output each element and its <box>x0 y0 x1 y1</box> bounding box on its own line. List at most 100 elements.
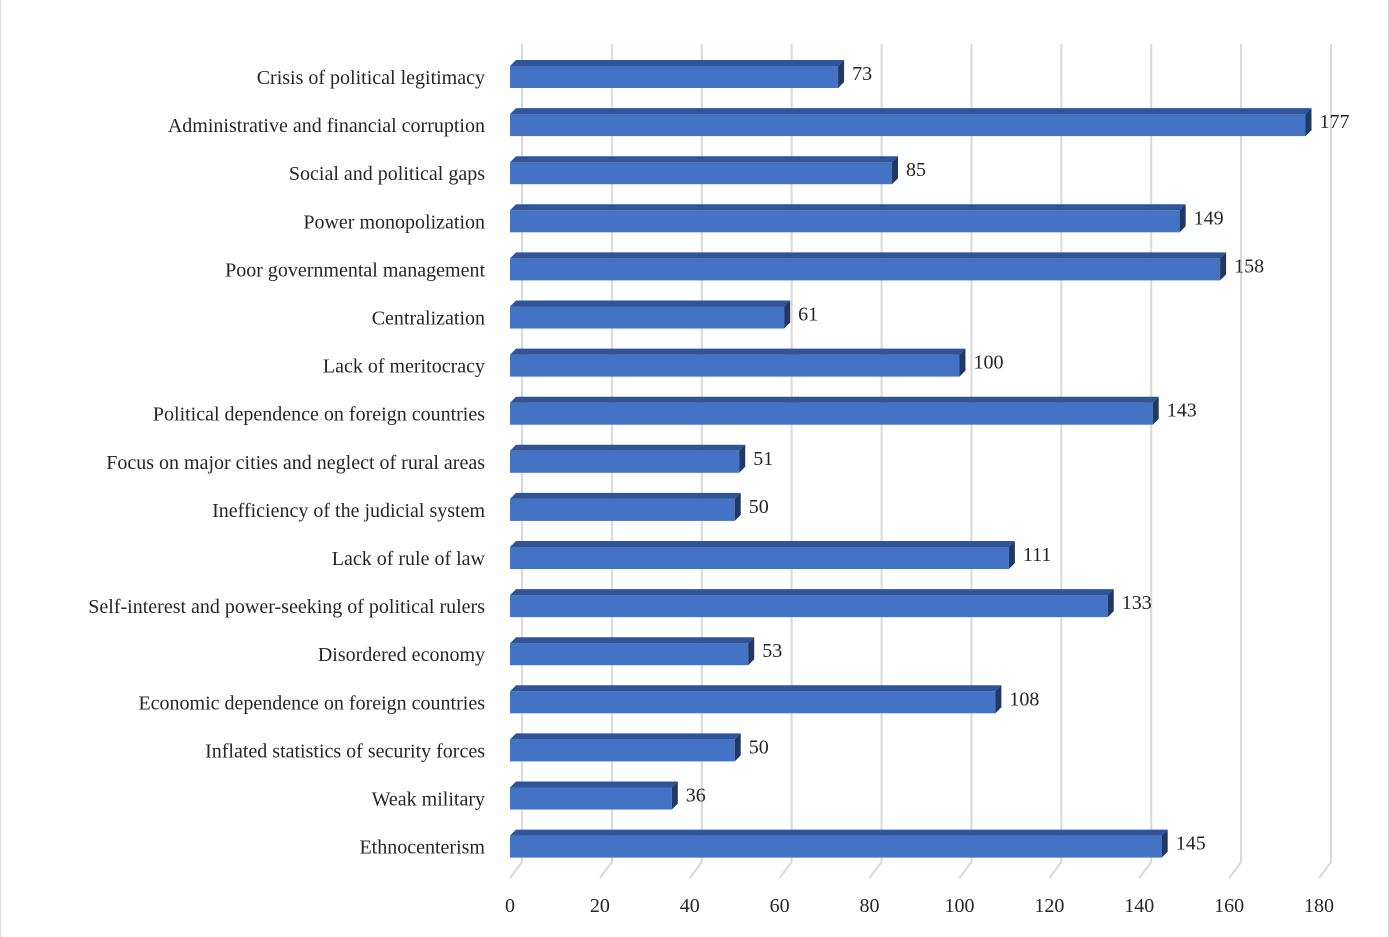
data-label: 51 <box>753 448 773 470</box>
bar <box>510 450 740 473</box>
data-label: 143 <box>1167 400 1197 422</box>
bars <box>510 60 1312 858</box>
data-label: 133 <box>1122 592 1152 614</box>
data-label: 50 <box>749 736 769 758</box>
bar-side-face <box>1220 252 1227 281</box>
category-label: Political dependence on foreign countrie… <box>153 404 485 426</box>
data-label: 177 <box>1320 111 1350 133</box>
data-label: 85 <box>906 159 926 181</box>
data-labels: 73 177 85 149 158 61 100 143 51 50 111 133 53 108 50 36… <box>686 63 1350 855</box>
bar <box>510 162 893 185</box>
category-labels: Crisis of political legitimacy Administra… <box>88 67 485 859</box>
category-label: Weak military <box>372 789 485 811</box>
bar <box>510 258 1221 281</box>
bar-side-face <box>1107 589 1114 618</box>
bar <box>510 114 1306 137</box>
category-label: Poor governmental management <box>225 259 485 281</box>
data-label: 158 <box>1234 255 1264 277</box>
bar-top-face <box>510 637 755 644</box>
data-label: 111 <box>1023 544 1052 566</box>
bar-side-face <box>1152 396 1159 425</box>
bar <box>510 787 672 810</box>
category-label: Inflated statistics of security forces <box>205 740 485 762</box>
gridlines <box>509 44 1332 879</box>
bar-side-face <box>1008 541 1015 569</box>
bar <box>510 66 839 88</box>
data-label: 50 <box>749 496 769 518</box>
bar <box>510 643 749 666</box>
bar-side-face <box>995 685 1002 714</box>
data-label: 149 <box>1194 207 1224 229</box>
bar-top-face <box>510 396 1159 403</box>
bar-side-face <box>748 637 755 666</box>
x-tick-label: 40 <box>680 895 700 917</box>
bar <box>510 739 735 762</box>
bar-side-face <box>1161 829 1168 858</box>
x-tick-label: 60 <box>770 895 790 917</box>
bar <box>510 835 1162 858</box>
bar <box>510 547 1009 569</box>
bar-side-face <box>739 444 746 473</box>
bar-top-face <box>510 444 746 451</box>
category-label: Social and political gaps <box>289 163 485 185</box>
bar-side-face <box>892 156 899 185</box>
bar-top-face <box>510 492 741 499</box>
x-tick-label: 80 <box>860 895 880 917</box>
category-label: Crisis of political legitimacy <box>257 67 485 89</box>
bar-side-face <box>838 60 845 88</box>
x-tick-label: 140 <box>1124 895 1154 917</box>
bar <box>510 402 1153 425</box>
category-label: Lack of rule of law <box>332 548 486 570</box>
bar-side-face <box>1179 204 1186 233</box>
bar <box>510 595 1108 618</box>
x-tick-label: 20 <box>590 895 610 917</box>
gridline <box>778 44 793 879</box>
data-label: 36 <box>686 785 706 807</box>
category-label: Administrative and financial corruption <box>168 115 485 137</box>
gridline <box>1318 44 1332 879</box>
gridline <box>958 44 973 879</box>
bar-side-face <box>734 492 741 521</box>
category-label: Ethnocenterism <box>359 837 485 859</box>
bar-top-face <box>510 156 899 163</box>
gridline <box>868 44 883 879</box>
x-tick-label: 100 <box>944 895 974 917</box>
category-label: Economic dependence on foreign countries <box>138 692 485 714</box>
bar-side-face <box>959 348 966 377</box>
bar-top-face <box>510 685 1002 692</box>
category-label: Self-interest and power-seeking of polit… <box>88 596 485 618</box>
data-label: 108 <box>1009 688 1039 710</box>
bar-side-face <box>671 781 678 810</box>
gridline <box>1228 44 1243 879</box>
bar-top-face <box>510 829 1168 836</box>
category-label: Lack of meritocracy <box>323 356 485 378</box>
data-label: 61 <box>798 304 818 326</box>
data-label: 100 <box>973 352 1003 374</box>
bar-top-face <box>510 108 1312 115</box>
x-tick-label: 120 <box>1034 895 1064 917</box>
bar-top-face <box>510 781 678 788</box>
bar-top-face <box>510 60 845 66</box>
x-tick-label: 180 <box>1304 895 1334 917</box>
category-label: Power monopolization <box>303 211 485 233</box>
data-label: 145 <box>1176 833 1206 855</box>
gridline <box>1048 44 1063 879</box>
category-label: Focus on major cities and neglect of rur… <box>106 452 485 474</box>
data-label: 53 <box>762 640 782 662</box>
bar <box>510 498 735 521</box>
bar <box>510 691 996 714</box>
category-label: Inefficiency of the judicial system <box>212 500 485 522</box>
bar-top-face <box>510 589 1114 596</box>
bar <box>510 210 1180 233</box>
bar-top-face <box>510 348 966 355</box>
bar-top-face <box>510 252 1227 259</box>
x-tick-label: 160 <box>1214 895 1244 917</box>
category-label: Centralization <box>372 308 485 330</box>
x-tick-label: 0 <box>505 895 515 917</box>
data-label: 73 <box>852 63 872 85</box>
gridline <box>1138 44 1153 879</box>
bar-top-face <box>510 733 741 740</box>
bar-side-face <box>784 300 791 329</box>
x-axis-tick-labels: 0 20 40 60 80 100 120 140 160 180 <box>505 895 1334 917</box>
